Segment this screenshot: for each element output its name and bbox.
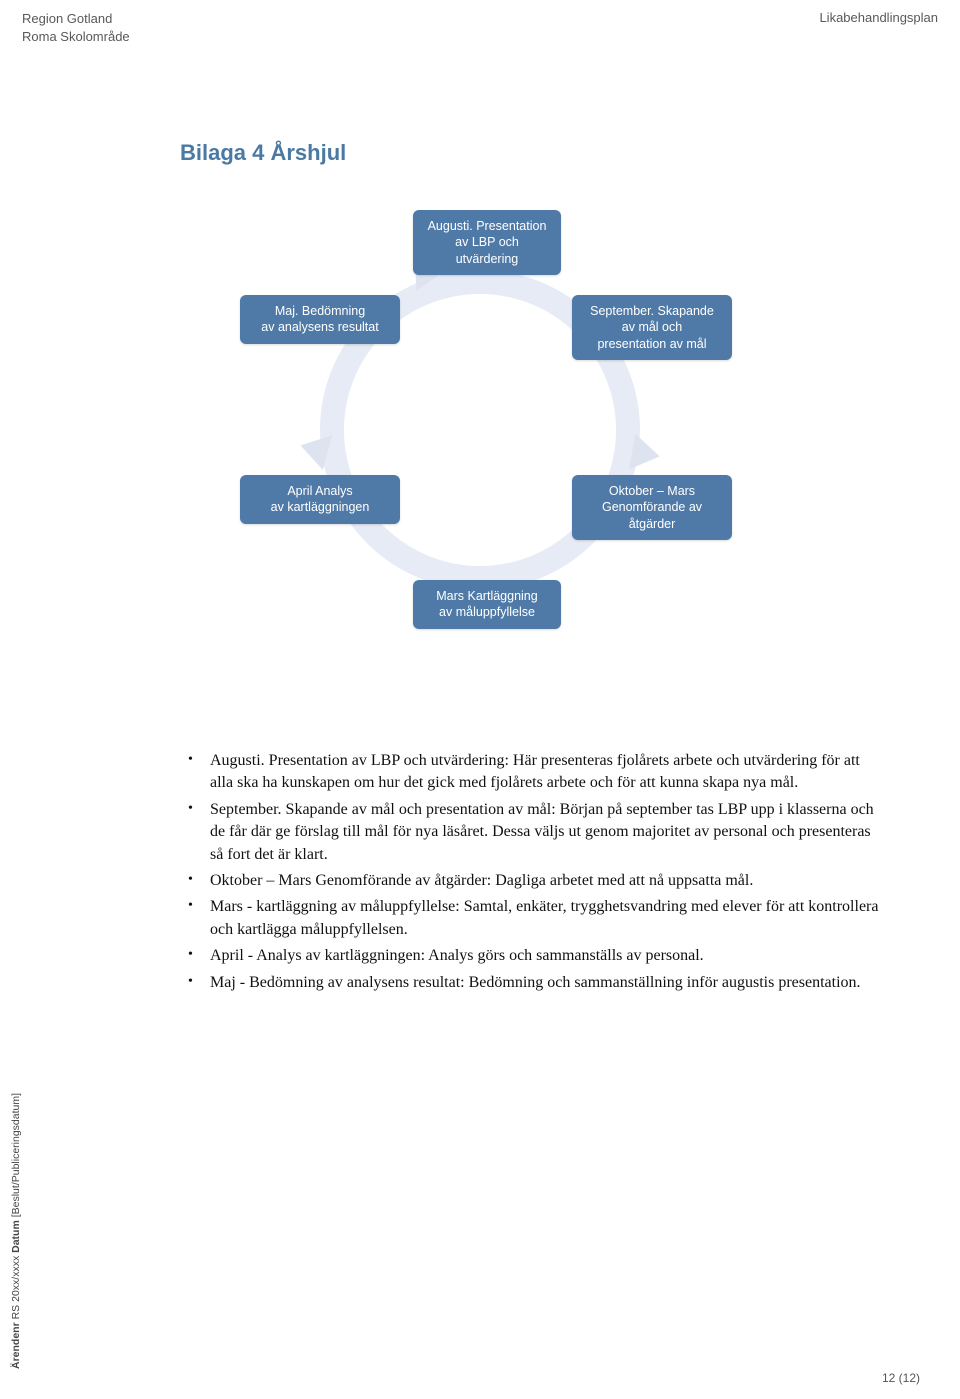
- cycle-node-text: av mål och: [622, 319, 682, 335]
- header-org-line1: Region Gotland: [22, 10, 130, 28]
- cycle-node-aug: Augusti. Presentationav LBP ochutvärderi…: [413, 210, 561, 275]
- list-item: September. Skapande av mål och presentat…: [208, 799, 880, 866]
- list-item: April - Analys av kartläggningen: Analys…: [208, 945, 880, 967]
- datum-value: [Beslut/Publiceringsdatum]: [10, 1093, 22, 1220]
- list-item: Maj - Bedömning av analysens resultat: B…: [208, 972, 880, 994]
- page-title: Bilaga 4 Årshjul: [180, 140, 346, 166]
- cycle-node-text: presentation av mål: [597, 336, 706, 352]
- cycle-node-apr: April Analysav kartläggningen: [240, 475, 400, 524]
- cycle-node-text: av kartläggningen: [271, 499, 370, 515]
- cycle-node-text: utvärdering: [456, 251, 519, 267]
- cycle-arrow-icon: [629, 434, 663, 474]
- header-left: Region Gotland Roma Skolområde: [22, 10, 130, 45]
- yearwheel-diagram: Augusti. Presentationav LBP ochutvärderi…: [210, 200, 750, 700]
- cycle-node-text: Mars Kartläggning: [436, 588, 537, 604]
- cycle-node-text: Augusti. Presentation: [428, 218, 547, 234]
- case-ref: RS 20xx/xxxx: [10, 1253, 22, 1322]
- cycle-node-text: av analysens resultat: [261, 319, 378, 335]
- page-number: 12 (12): [882, 1371, 920, 1385]
- cycle-node-text: åtgärder: [629, 516, 676, 532]
- cycle-node-text: av LBP och: [455, 234, 519, 250]
- cycle-node-maj: Maj. Bedömningav analysens resultat: [240, 295, 400, 344]
- cycle-node-text: av måluppfyllelse: [439, 604, 535, 620]
- cycle-node-sep: September. Skapandeav mål ochpresentatio…: [572, 295, 732, 360]
- datum-label: Datum: [10, 1220, 22, 1253]
- cycle-node-text: Maj. Bedömning: [275, 303, 365, 319]
- list-item: Oktober – Mars Genomförande av åtgärder:…: [208, 870, 880, 892]
- list-item: Mars - kartläggning av måluppfyllelse: S…: [208, 896, 880, 941]
- case-prefix: Ärendenr: [10, 1322, 22, 1369]
- cycle-node-text: Oktober – Mars: [609, 483, 695, 499]
- case-number-sidebar: Ärendenr RS 20xx/xxxx Datum [Beslut/Publ…: [10, 1093, 22, 1369]
- cycle-node-okt: Oktober – MarsGenomförande avåtgärder: [572, 475, 732, 540]
- cycle-node-text: Genomförande av: [602, 499, 702, 515]
- cycle-node-text: April Analys: [287, 483, 352, 499]
- header-org-line2: Roma Skolområde: [22, 28, 130, 46]
- cycle-node-text: September. Skapande: [590, 303, 714, 319]
- bullet-list: Augusti. Presentation av LBP och utvärde…: [180, 750, 880, 998]
- list-item: Augusti. Presentation av LBP och utvärde…: [208, 750, 880, 795]
- header-right: Likabehandlingsplan: [819, 10, 938, 25]
- cycle-node-mars: Mars Kartläggningav måluppfyllelse: [413, 580, 561, 629]
